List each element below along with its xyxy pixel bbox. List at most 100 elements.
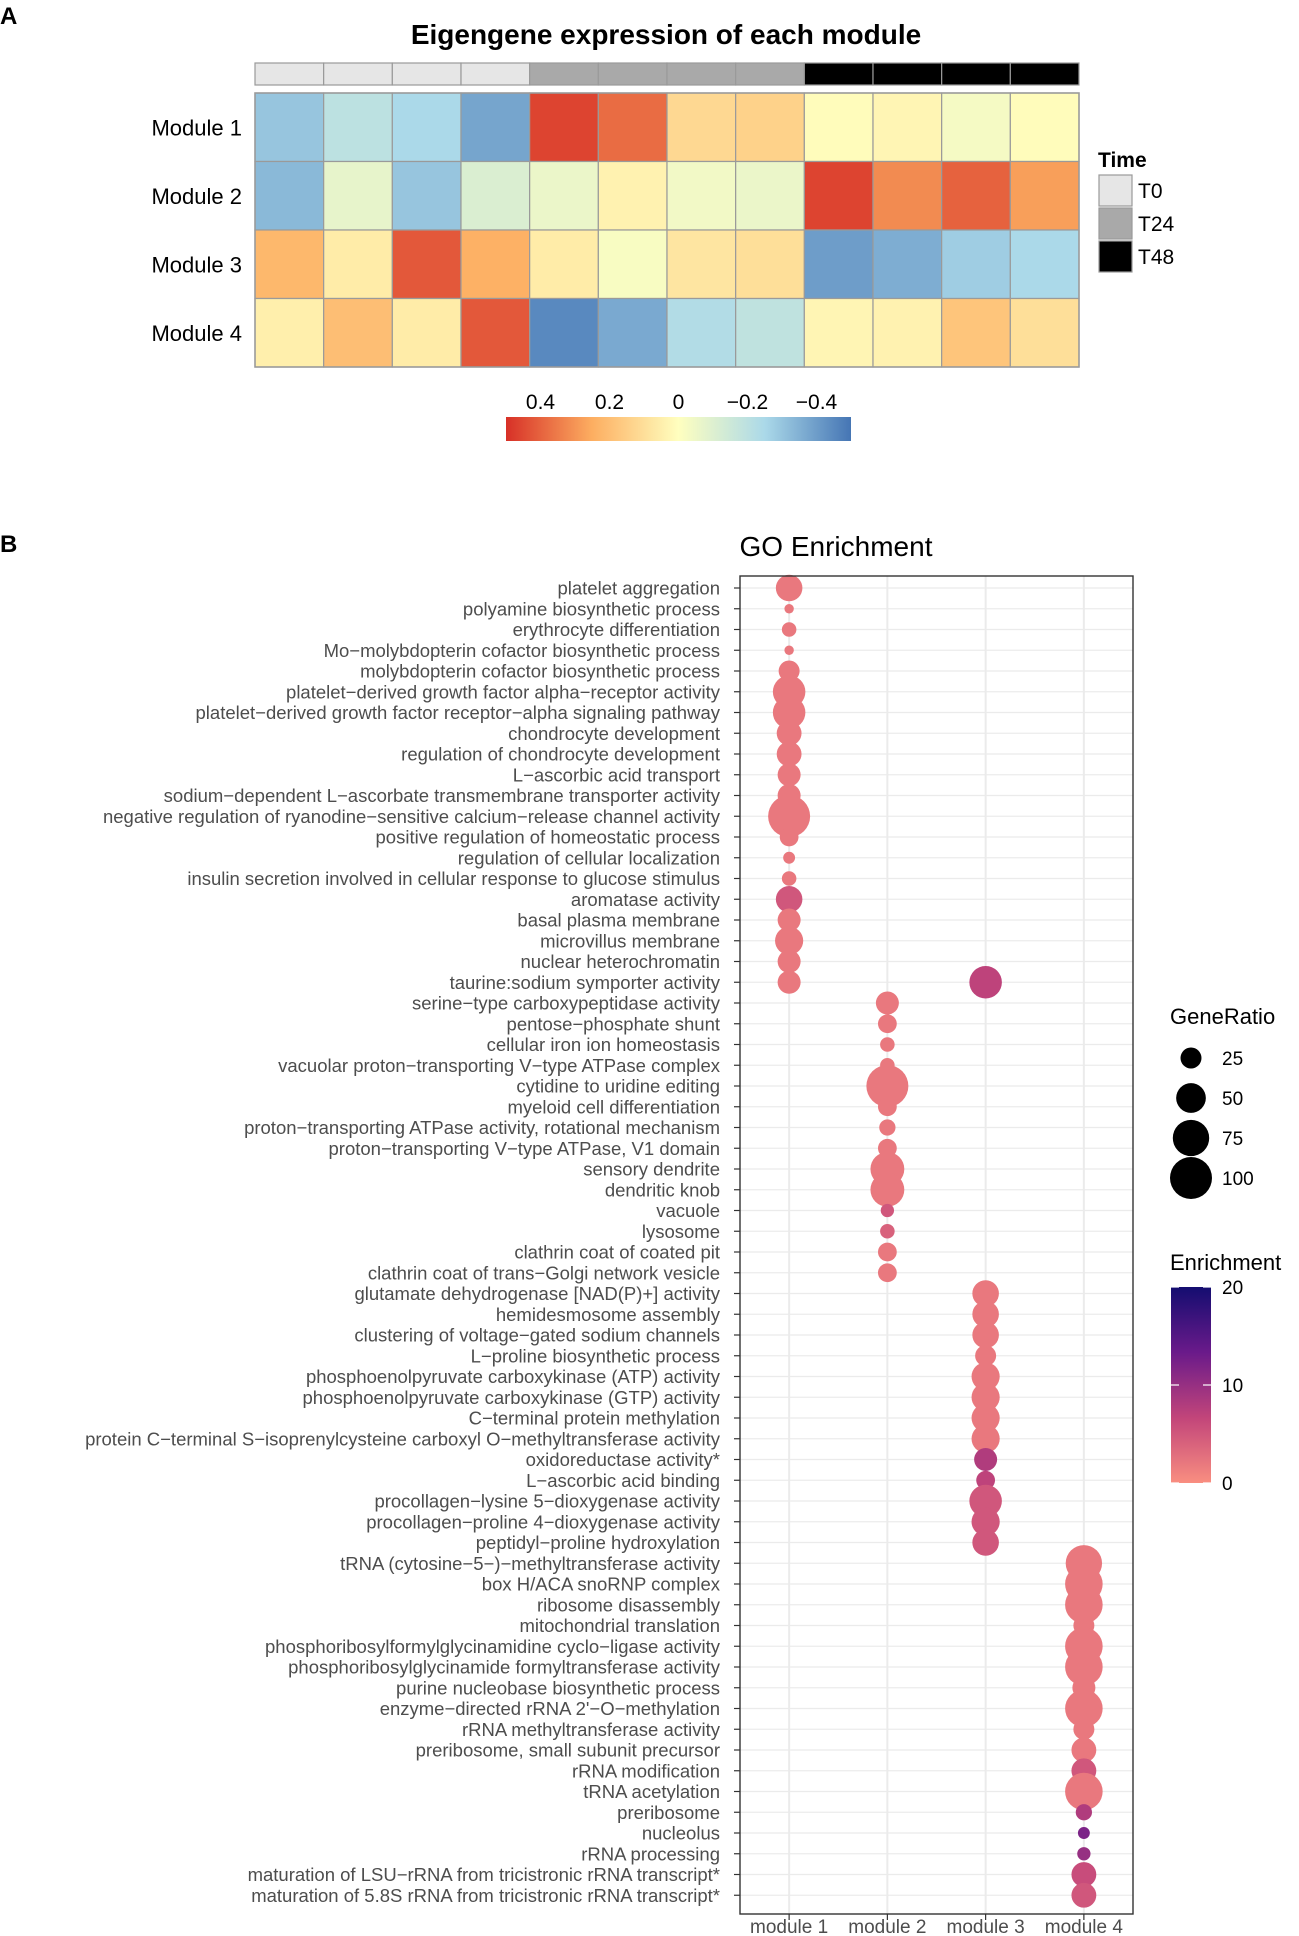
heatmap-cell (872, 160, 943, 231)
heatmap-cell (872, 92, 943, 163)
go-dot (971, 1362, 1000, 1391)
heatmap-cell (1009, 229, 1080, 300)
go-term-label: Mo−molybdopterin cofactor biosynthetic p… (324, 640, 720, 661)
go-dot (778, 660, 800, 682)
go-dot (879, 1119, 896, 1136)
time-annotation-cell (666, 62, 737, 86)
go-term-label: L−ascorbic acid transport (513, 764, 720, 785)
heatmap-cell (1009, 160, 1080, 231)
go-dot (775, 885, 803, 913)
time-annotation-bar (254, 62, 1080, 86)
go-term-label: preribosome (617, 1802, 720, 1823)
time-annotation-cell (391, 62, 462, 86)
heatmap-cell (1009, 92, 1080, 163)
go-term-label: L−ascorbic acid binding (526, 1470, 720, 1491)
heatmap-cell (254, 92, 325, 163)
go-term-label: lysosome (642, 1221, 720, 1242)
heatmap-cell (666, 229, 737, 300)
heatmap-row-label: Module 2 (151, 184, 242, 209)
colorbar-tick-label: 0 (673, 391, 685, 414)
go-dot (969, 1484, 1002, 1518)
go-dot (781, 871, 797, 886)
go-term-label: myeloid cell differentiation (507, 1096, 720, 1117)
go-dot (1077, 1827, 1090, 1839)
heatmap-cell (666, 160, 737, 231)
heatmap-cell (323, 297, 393, 368)
go-dot (783, 851, 796, 864)
heatmap-cell (460, 92, 531, 163)
heatmap-cell (735, 92, 805, 163)
generatio-legend-label: 75 (1222, 1129, 1243, 1150)
enrichment-legend: Enrichment 20 10 0 (1170, 1250, 1281, 1495)
go-term-label: oxidoreductase activity* (526, 1449, 720, 1470)
generatio-legend-title: GeneRatio (1170, 1004, 1275, 1029)
go-dot (1071, 1737, 1097, 1763)
go-dot (975, 1345, 997, 1367)
enrichment-legend-title: Enrichment (1170, 1250, 1281, 1275)
go-term-label: platelet−derived growth factor receptor−… (196, 702, 721, 723)
go-term-label: hemidesmosome assembly (496, 1304, 721, 1325)
go-dot (1071, 1882, 1097, 1908)
go-title: GO Enrichment (740, 531, 933, 562)
time-annotation-cell (254, 62, 325, 86)
time-annotation-cell (1009, 62, 1080, 86)
heatmap-title: Eigengene expression of each module (411, 19, 921, 50)
go-term-label: tRNA (cytosine−5−)−methyltransferase act… (340, 1553, 721, 1574)
generatio-legend: GeneRatio 25 50 75 100 (1170, 1004, 1275, 1199)
heatmap-cell (391, 92, 462, 163)
go-dot (972, 1300, 999, 1328)
go-dot (877, 1242, 897, 1262)
heatmap-cell (803, 229, 874, 300)
go-plot-border (739, 575, 1134, 1915)
generatio-legend-label: 50 (1222, 1089, 1243, 1110)
go-dot (768, 795, 811, 838)
time-annotation-cell (941, 62, 1011, 86)
enrichment-tick-label: 20 (1222, 1278, 1243, 1299)
time-legend-swatch (1098, 207, 1133, 240)
go-term-label: aromatase activity (571, 889, 721, 910)
go-term-label: platelet−derived growth factor alpha−rec… (286, 681, 721, 702)
go-term-label: phosphoenolpyruvate carboxykinase (ATP) … (306, 1366, 721, 1387)
go-term-label: sodium−dependent L−ascorbate transmembra… (164, 785, 721, 806)
generatio-legend-dot (1176, 1083, 1206, 1113)
go-dot (775, 574, 803, 602)
colorbar-tick-label: 0.4 (526, 391, 556, 414)
go-dot (779, 827, 799, 847)
time-annotation-cell (872, 62, 943, 86)
go-dot (870, 1172, 905, 1207)
go-dot (880, 1223, 895, 1239)
heatmap-row-label: Module 4 (151, 321, 242, 346)
go-dot (971, 1507, 1000, 1536)
heatmap-cell (735, 160, 805, 231)
time-legend-swatch (1098, 240, 1133, 273)
go-dot (1073, 1718, 1095, 1740)
go-dot (1065, 1648, 1103, 1686)
go-dot (777, 763, 801, 787)
go-term-label: mitochondrial translation (519, 1615, 720, 1636)
enrichment-tick-label: 10 (1222, 1376, 1243, 1397)
time-annotation-cell (735, 62, 805, 86)
go-dot (971, 1383, 1000, 1412)
go-dot (972, 1280, 999, 1307)
time-legend: Time T0 T24 T48 (1098, 149, 1175, 273)
go-dot (781, 622, 797, 637)
go-term-label: enzyme−directed rRNA 2'−O−methylation (380, 1698, 720, 1719)
go-dot (877, 1014, 897, 1034)
colorbar-tick-label: 0.2 (595, 391, 624, 414)
go-term-label: regulation of cellular localization (458, 847, 720, 868)
time-annotation-cell (323, 62, 393, 86)
go-dot (971, 1424, 1000, 1453)
go-term-label: preribosome, small subunit precursor (416, 1740, 720, 1761)
go-dot (772, 696, 806, 729)
generatio-legend-label: 100 (1222, 1169, 1254, 1190)
heatmap-cell (803, 297, 874, 368)
heatmap-cell (941, 229, 1011, 300)
go-term-label: vacuole (656, 1200, 720, 1221)
heatmap-cell (735, 229, 805, 300)
heatmap-cell (323, 92, 393, 163)
go-dot (775, 926, 804, 955)
go-term-label: insulin secretion involved in cellular r… (187, 868, 720, 889)
heatmap-cell (391, 160, 462, 231)
heatmap-cell (941, 297, 1011, 368)
go-dot (877, 1097, 897, 1117)
